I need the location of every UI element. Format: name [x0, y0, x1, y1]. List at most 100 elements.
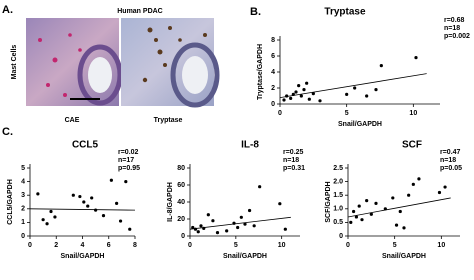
data-point — [354, 215, 358, 219]
x-axis-label: Snail/GAPDH — [61, 253, 105, 260]
data-point — [437, 190, 442, 195]
x-tick-label: 10 — [278, 242, 286, 249]
data-point — [443, 185, 447, 189]
data-point — [202, 226, 206, 230]
data-point — [398, 209, 402, 214]
data-point — [302, 88, 306, 92]
y-tick-label: 8 — [271, 37, 275, 44]
stat-annotation: n=17 — [118, 157, 134, 164]
data-point — [285, 94, 289, 98]
data-point — [215, 231, 220, 235]
data-point — [282, 98, 286, 102]
data-point — [407, 193, 411, 197]
data-point — [411, 182, 415, 186]
data-point — [305, 81, 309, 85]
data-point — [247, 208, 252, 213]
stat-annotation: p=0.95 — [118, 165, 140, 172]
y-tick-label: 0 — [21, 233, 25, 240]
y-tick-label: 2 — [271, 85, 275, 92]
y-tick-label: 4 — [21, 178, 25, 185]
y-axis-label: Tryptase/GAPDH — [257, 44, 264, 100]
data-point — [82, 200, 86, 204]
x-tick-label: 0 — [346, 242, 350, 249]
panel-label: C. — [2, 126, 13, 138]
data-point — [49, 209, 53, 214]
data-point — [191, 225, 195, 230]
x-tick-label: 5 — [393, 242, 397, 249]
y-tick-label: 0 — [271, 101, 275, 108]
data-point — [391, 196, 395, 200]
panel-label: A. — [2, 4, 13, 16]
stat-annotation: r=0.02 — [118, 149, 139, 156]
data-point — [124, 180, 128, 184]
data-point — [291, 92, 295, 96]
y-tick-label: 2.0 — [333, 178, 343, 185]
x-axis-label: Snail/GAPDH — [382, 253, 426, 260]
x-tick-label: 5 — [345, 110, 349, 117]
data-point — [318, 99, 322, 103]
data-point — [258, 185, 262, 189]
data-point — [349, 220, 353, 224]
data-point — [365, 199, 369, 203]
y-tick-label: 3 — [21, 192, 25, 199]
stat-annotation: r=0.25 — [283, 149, 304, 156]
x-tick-label: 2 — [54, 242, 58, 249]
data-point — [297, 84, 301, 88]
x-tick-label: 4 — [81, 242, 85, 249]
y-tick-label: 2.5 — [333, 165, 343, 172]
y-tick-label: 4 — [271, 69, 275, 76]
data-point — [53, 215, 57, 219]
image-caption: CAE — [65, 117, 80, 124]
x-axis-label: Snail/GAPDH — [223, 253, 267, 260]
row-label: Mast Cells — [11, 45, 18, 80]
data-point — [402, 226, 406, 230]
data-point — [365, 94, 369, 98]
data-point — [211, 219, 215, 223]
chart-title: SCF — [402, 140, 422, 151]
data-point — [394, 223, 399, 227]
data-point — [236, 225, 240, 230]
y-tick-label: 1.5 — [333, 192, 343, 199]
data-point — [311, 92, 315, 96]
data-point — [357, 204, 361, 208]
x-tick-label: 6 — [107, 242, 111, 249]
data-point — [374, 88, 378, 92]
data-point — [414, 56, 418, 60]
data-point — [369, 212, 373, 216]
x-tick-label: 10 — [437, 242, 445, 249]
data-point — [379, 64, 383, 68]
micrograph — [121, 18, 220, 108]
y-tick-label: 0 — [181, 233, 185, 240]
stat-annotation: r=0.68 — [444, 17, 465, 24]
data-point — [252, 224, 256, 228]
x-axis-label: Snail/GAPDH — [338, 121, 382, 128]
data-point — [239, 215, 243, 219]
data-point — [41, 218, 45, 222]
data-point — [360, 218, 364, 222]
y-tick-label: 5 — [21, 165, 25, 172]
micrograph — [26, 18, 123, 106]
data-point — [383, 207, 387, 211]
stat-annotation: n=18 — [444, 25, 460, 32]
data-point — [101, 214, 106, 218]
trend-line — [347, 197, 451, 218]
data-point — [345, 92, 349, 96]
data-point — [417, 177, 421, 181]
data-point — [78, 194, 82, 199]
y-tick-label: 6 — [271, 53, 275, 60]
panel-title: Human PDAC — [117, 8, 163, 15]
y-tick-label: 1 — [21, 219, 25, 226]
data-point — [232, 221, 236, 225]
data-point — [353, 86, 357, 90]
stat-annotation: p=0.31 — [283, 165, 305, 172]
y-tick-label: 40 — [177, 199, 185, 206]
trend-line — [279, 73, 427, 98]
stat-annotation: p=0.002 — [444, 33, 470, 40]
y-axis-label: IL-8/GAPDH — [167, 182, 174, 222]
y-axis-label: SCF/GAPDH — [325, 181, 332, 222]
data-point — [225, 229, 229, 233]
y-axis-label: CCL5/GAPDH — [7, 179, 14, 225]
trend-line — [29, 208, 136, 211]
y-tick-label: 80 — [177, 165, 185, 172]
